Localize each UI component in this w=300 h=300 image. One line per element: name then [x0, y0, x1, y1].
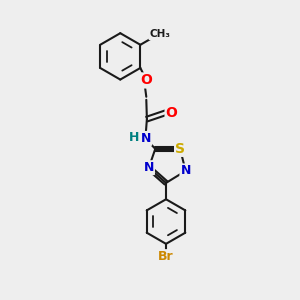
Text: S: S	[175, 142, 185, 156]
Text: N: N	[144, 161, 154, 174]
Text: N: N	[180, 164, 191, 177]
Text: H: H	[129, 131, 139, 144]
Text: O: O	[140, 74, 152, 88]
Text: CH₃: CH₃	[149, 29, 170, 39]
Text: Br: Br	[158, 250, 174, 263]
Text: N: N	[141, 132, 151, 145]
Text: O: O	[166, 106, 178, 120]
